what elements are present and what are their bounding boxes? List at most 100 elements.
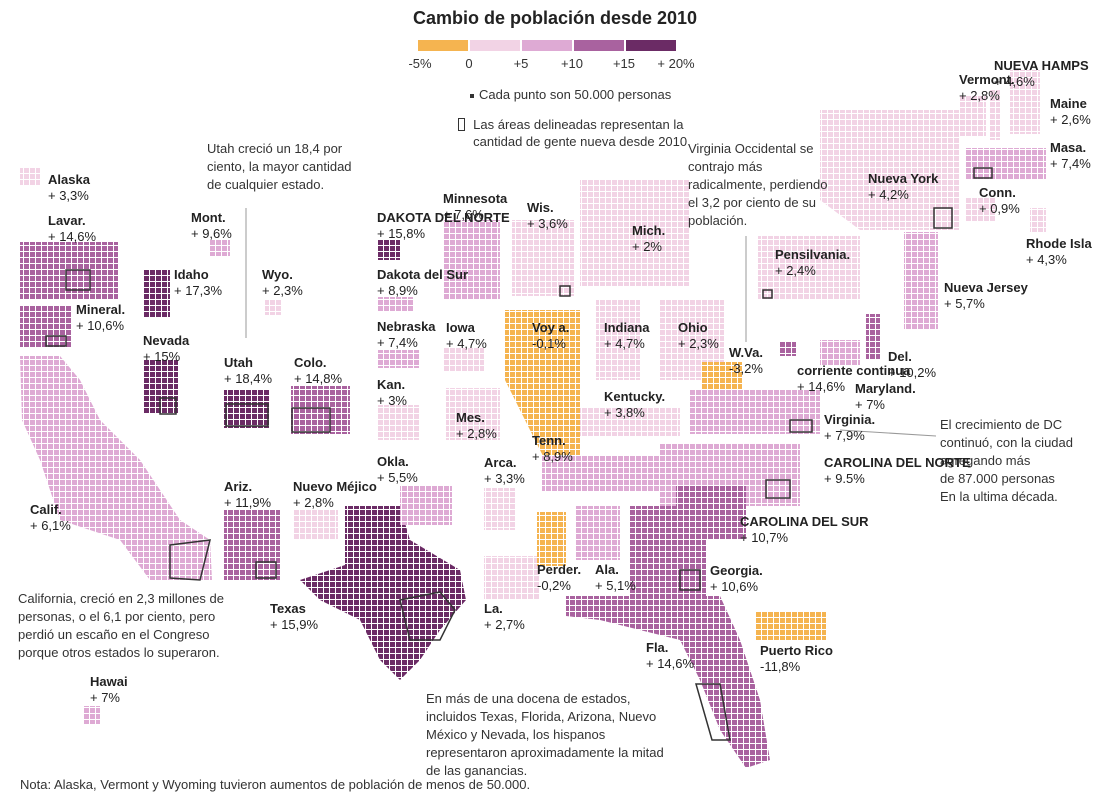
state-label: Vermont. + 2,8%: [959, 72, 1015, 104]
state-dots-utah: [224, 390, 270, 428]
new-population-outline: [65, 269, 91, 291]
state-dots-rhode-isla: [1030, 208, 1046, 232]
state-name: Nebraska: [377, 319, 436, 334]
state-label: Nevada + 15%: [143, 333, 189, 365]
state-dots-calif-: [20, 356, 212, 580]
state-name: Mont.: [191, 210, 226, 225]
state-dots-mont-: [210, 240, 230, 256]
state-label: Georgia. + 10,6%: [710, 563, 763, 595]
legend-swatch: [522, 40, 572, 51]
state-name: Nueva Jersey: [944, 280, 1028, 295]
state-label: Puerto Rico -11,8%: [760, 643, 833, 675]
state-change-value: + 0,9%: [979, 201, 1020, 216]
state-name: Del.: [888, 349, 912, 364]
state-name: Kan.: [377, 377, 406, 392]
state-name: Dakota del Sur: [377, 267, 469, 282]
new-population-outline: [169, 539, 211, 581]
new-population-outline: [45, 335, 67, 347]
state-change-value: + 17,3%: [174, 283, 223, 298]
new-population-outline: [973, 167, 993, 179]
state-name: Alaska: [48, 172, 90, 187]
state-dots-arca-: [484, 488, 516, 530]
state-dots-dakota-del-sur: [378, 297, 414, 312]
state-label: Mich. + 2%: [632, 223, 665, 255]
state-dots-pensilvania-: [758, 236, 860, 300]
state-change-value: + 7,4%: [377, 335, 418, 350]
state-change-value: + 18,4%: [224, 371, 273, 386]
state-dots-wis-: [512, 220, 574, 296]
state-dots-georgia-: [630, 506, 706, 596]
state-label: Ala. + 5,1%: [595, 562, 636, 594]
state-label: Okla. + 5,5%: [377, 454, 418, 486]
state-change-value: + 2,4%: [775, 263, 816, 278]
state-dots-alaska: [20, 168, 40, 186]
state-label: DAKOTA DEL NORTE + 15,8%: [377, 210, 510, 242]
state-dots-del-: [866, 314, 880, 360]
legend-swatch: [470, 40, 520, 51]
state-name: Mes.: [456, 410, 485, 425]
state-dots-nueva-jersey: [904, 232, 938, 330]
legend-tick: -5%: [408, 56, 432, 71]
state-change-value: + 7%: [855, 397, 885, 412]
dot-key-icon: [470, 93, 474, 98]
state-name: Mineral.: [76, 302, 126, 317]
state-name: Tenn.: [532, 433, 566, 448]
state-name: Puerto Rico: [760, 643, 833, 658]
state-change-value: + 15%: [143, 349, 181, 364]
state-name: corriente continua: [797, 363, 911, 378]
state-name: Arca.: [484, 455, 517, 470]
state-label: Pensilvania. + 2,4%: [775, 247, 850, 279]
state-label: Ariz. + 11,9%: [224, 479, 271, 511]
legend-tick: 0: [465, 56, 473, 71]
footnote: Nota: Alaska, Vermont y Wyoming tuvieron…: [20, 777, 531, 792]
state-dots-vermont-: [960, 96, 986, 136]
state-dots-iowa: [444, 348, 484, 372]
state-name: Wyo.: [262, 267, 293, 282]
state-label: NUEVA HAMPS + 4,6%: [994, 58, 1089, 90]
state-change-value: + 5,1%: [595, 578, 636, 593]
state-name: Minnesota: [443, 191, 508, 206]
state-name: Ohio: [678, 320, 708, 335]
annotation-dc-line: El crecimiento de DC continuó, con la ci…: [940, 417, 1073, 468]
outline-key-icon: [458, 118, 466, 131]
state-change-value: + 3,3%: [484, 471, 525, 486]
state-change-value: + 7,9%: [824, 428, 865, 443]
state-change-value: + 3,3%: [48, 188, 89, 203]
state-dots-voy-a-: [505, 310, 580, 470]
state-change-value: + 2,3%: [262, 283, 303, 298]
state-dots-corriente-continua: [780, 342, 796, 356]
state-change-value: + 10,2%: [888, 365, 937, 380]
legend-swatch: [574, 40, 624, 51]
state-change-value: + 14,6%: [48, 229, 97, 244]
state-label: Kan. + 3%: [377, 377, 407, 409]
state-dots-indiana: [596, 300, 640, 380]
state-label: Voy a. -0,1%: [532, 320, 569, 352]
state-name: Georgia.: [710, 563, 763, 578]
state-name: Lavar.: [48, 213, 86, 228]
state-change-value: + 7%: [90, 690, 120, 705]
state-label: corriente continua + 14,6%: [797, 363, 910, 395]
state-label: Del. + 10,2%: [888, 349, 936, 381]
state-change-value: + 14,6%: [797, 379, 846, 394]
state-change-value: -0,2%: [537, 578, 571, 593]
map-title: Cambio de población desde 2010: [412, 8, 698, 28]
state-change-value: + 15,8%: [377, 226, 426, 241]
state-change-value: -11,8%: [760, 659, 801, 674]
state-change-value: + 10,6%: [76, 318, 125, 333]
legend-swatch: [626, 40, 676, 51]
state-name: Maryland.: [855, 381, 916, 396]
key-dot-text: Cada punto son 50.000 personas: [479, 87, 672, 102]
state-dots-ariz-: [224, 510, 280, 580]
new-population-outline: [933, 207, 953, 229]
state-change-value: + 7,6%: [443, 207, 484, 222]
key-outline-text: Las áreas delineadas representan la cant…: [473, 117, 688, 149]
state-dots-maryland-: [820, 340, 860, 366]
state-name: Utah: [224, 355, 253, 370]
new-population-outline: [159, 397, 177, 415]
state-name: Maine: [1050, 96, 1087, 111]
key-dot-note: Cada punto son 50.000 personas: [470, 86, 671, 103]
state-label: Dakota del Sur + 8,9%: [377, 267, 468, 299]
state-change-value: + 3,6%: [527, 216, 568, 231]
state-dots-nuevo-m-jico: [293, 510, 338, 540]
new-population-outline: [789, 419, 813, 433]
